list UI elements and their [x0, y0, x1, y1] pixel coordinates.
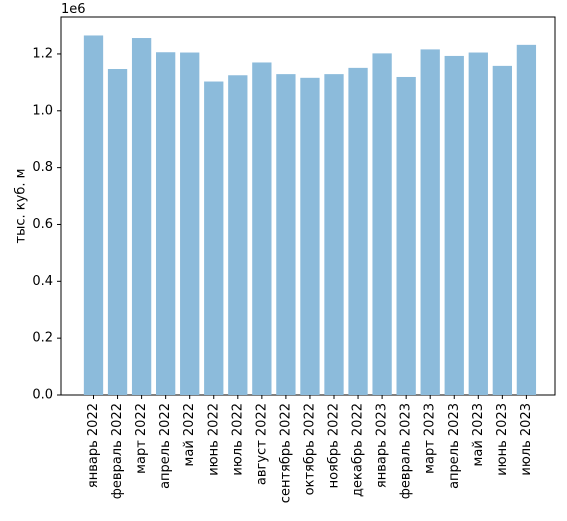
bar: [252, 62, 272, 395]
x-tick-label: март 2022: [134, 403, 149, 474]
bar: [156, 52, 176, 396]
bar: [131, 38, 152, 395]
y-axis: 0.0 0.2 0.4 0.6 0.8 1.0 1.2: [32, 46, 61, 403]
y-tick-label: 1.0: [32, 103, 53, 118]
bar: [324, 74, 344, 395]
bar: [444, 55, 464, 395]
x-tick-label: апрель 2023: [447, 403, 462, 489]
y-tick-label: 0.0: [32, 388, 53, 403]
y-axis-offset-label: 1e6: [61, 2, 86, 17]
y-tick-label: 0.6: [32, 217, 53, 232]
x-tick-label: апрель 2022: [158, 403, 173, 489]
x-tick-label: январь 2022: [86, 403, 101, 488]
x-tick-label: май 2023: [471, 403, 486, 466]
bars-group: [83, 35, 537, 396]
y-axis-label: тыс. куб. м: [14, 169, 29, 244]
x-tick-label: май 2022: [182, 403, 197, 466]
x-tick-label: июнь 2023: [495, 403, 510, 476]
y-tick-label: 0.4: [32, 274, 53, 289]
bar: [348, 67, 368, 396]
x-tick-label: октябрь 2022: [302, 403, 317, 495]
bar: [396, 76, 416, 395]
x-tick-label: февраль 2023: [399, 403, 414, 499]
bar: [107, 69, 128, 395]
bar: [420, 49, 440, 396]
y-tick-label: 0.8: [32, 160, 53, 175]
x-tick-label: июнь 2022: [206, 403, 221, 476]
x-tick-label: сентябрь 2022: [278, 403, 293, 503]
bar: [228, 75, 248, 395]
x-tick-label: февраль 2022: [110, 403, 125, 499]
x-axis: январь 2022 февраль 2022 март 2022 апрель 2…: [86, 395, 534, 503]
y-tick-label: 1.2: [32, 46, 53, 61]
x-tick-label: август 2022: [254, 403, 269, 485]
bar: [516, 44, 537, 395]
bar: [300, 77, 320, 395]
bar: [468, 52, 488, 395]
bar: [83, 35, 104, 395]
x-tick-label: декабрь 2022: [351, 403, 366, 497]
bar: [204, 81, 224, 396]
x-tick-label: июль 2023: [519, 403, 534, 476]
bar: [276, 74, 296, 395]
y-tick-label: 0.2: [32, 331, 53, 346]
bar: [492, 65, 512, 395]
bar: [372, 53, 392, 395]
x-tick-label: январь 2023: [375, 403, 390, 488]
x-tick-label: ноябрь 2022: [327, 403, 342, 488]
bar: [180, 52, 200, 395]
x-tick-label: март 2023: [423, 403, 438, 474]
x-tick-label: июль 2022: [230, 403, 245, 476]
